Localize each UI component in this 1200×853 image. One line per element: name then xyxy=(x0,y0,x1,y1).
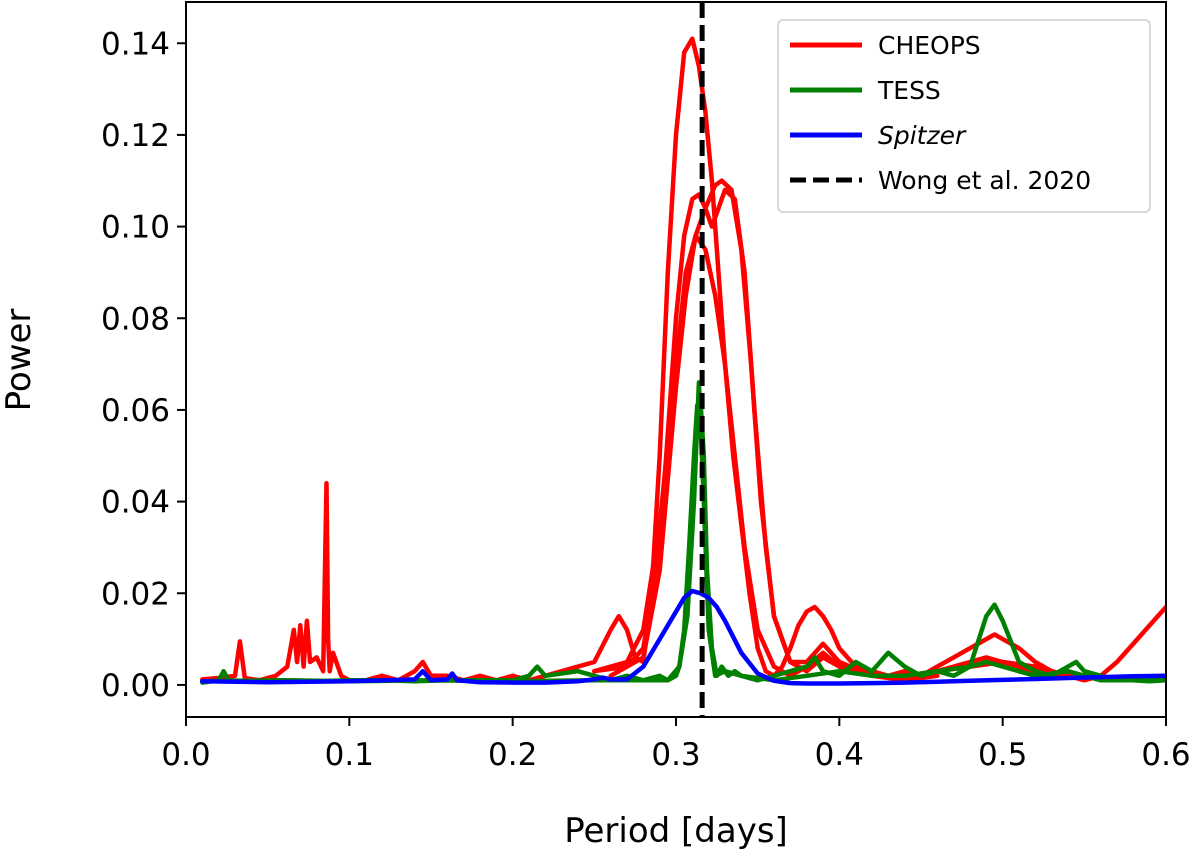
y-tick-label: 0.00 xyxy=(101,668,170,704)
x-tick-label: 0.5 xyxy=(978,737,1027,773)
series-line-cheops-4 xyxy=(592,233,940,683)
x-axis: 0.0 0.1 0.2 0.3 0.4 0.5 0.6 xyxy=(161,717,1191,773)
legend-frame xyxy=(777,19,1151,213)
legend-label-3: Spitzer xyxy=(878,121,967,150)
x-axis-label: Period [days] xyxy=(564,811,788,851)
y-tick-label: 0.14 xyxy=(101,26,170,62)
series-layer xyxy=(200,36,1166,686)
x-tick-label: 0.0 xyxy=(161,737,210,773)
legend-label-1: CHEOPS xyxy=(878,31,981,60)
x-tick-label: 0.6 xyxy=(1141,737,1190,773)
x-tick-label: 0.1 xyxy=(325,737,374,773)
legend-label-4: Wong et al. 2020 xyxy=(878,166,1091,195)
x-tick-label: 0.2 xyxy=(488,737,537,773)
y-tick-label: 0.10 xyxy=(101,210,170,246)
y-tick-label: 0.06 xyxy=(101,393,170,429)
y-tick-label: 0.04 xyxy=(101,485,170,521)
y-tick-label: 0.12 xyxy=(101,118,170,154)
y-axis-label: Power xyxy=(0,309,39,412)
y-axis: 0.00 0.02 0.04 0.06 0.08 0.10 0.12 0.14 xyxy=(101,26,186,704)
x-tick-label: 0.4 xyxy=(815,737,864,773)
legend-label-2: TESS xyxy=(877,76,941,105)
legend: CHEOPS TESS Spitzer Wong et al. 2020 xyxy=(777,19,1151,213)
x-tick-label: 0.3 xyxy=(651,737,700,773)
y-tick-label: 0.08 xyxy=(101,301,170,337)
series-line-spitzer-7 xyxy=(200,588,1166,686)
series-line-cheops-1 xyxy=(200,36,1166,683)
y-tick-label: 0.02 xyxy=(101,576,170,612)
